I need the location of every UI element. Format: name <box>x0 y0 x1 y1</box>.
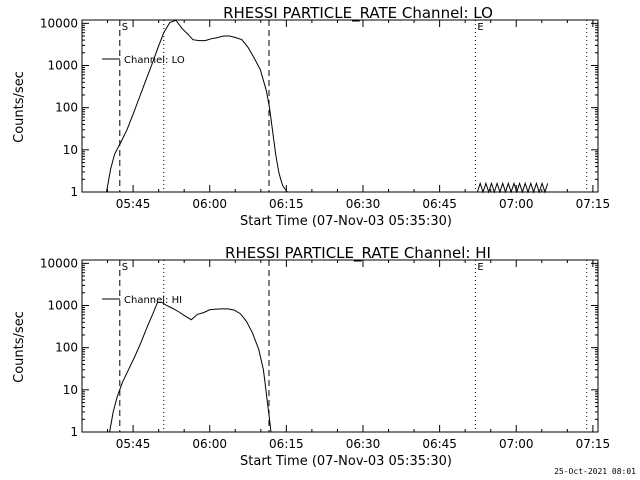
chart-panel-hi: RHESSI PARTICLE_RATE Channel: HI Start T… <box>12 244 610 469</box>
y-tick-label: 1 <box>70 425 78 439</box>
x-tick-label: 07:15 <box>576 437 611 451</box>
x-tick-label: 06:00 <box>192 437 227 451</box>
y-tick-label: 10000 <box>40 16 78 30</box>
x-tick-label: 05:45 <box>116 197 151 211</box>
x-tick-label: 07:00 <box>499 437 534 451</box>
x-tick-label: 06:45 <box>422 197 457 211</box>
y-tick-label: 100 <box>55 101 78 115</box>
x-tick-label: 07:00 <box>499 197 534 211</box>
marker-label: E <box>477 22 483 33</box>
chart-panel-lo: RHESSI PARTICLE_RATE Channel: LO Start T… <box>12 4 610 229</box>
marker-label: S <box>122 22 128 33</box>
x-tick-label: 06:00 <box>192 197 227 211</box>
plot-frame <box>81 19 599 193</box>
chart-title: RHESSI PARTICLE_RATE Channel: HI <box>225 244 491 263</box>
series-line <box>109 301 272 433</box>
x-tick-label: 06:30 <box>346 437 381 451</box>
y-axis-label: Counts/sec <box>12 311 27 383</box>
chart-title: RHESSI PARTICLE_RATE Channel: LO <box>223 4 493 23</box>
plot-frame <box>81 259 599 433</box>
y-axis-label: Counts/sec <box>12 71 27 143</box>
x-tick-label: 06:45 <box>422 437 457 451</box>
y-tick-label: 10000 <box>40 256 78 270</box>
x-axis-label: Start Time (07-Nov-03 05:35:30) <box>240 214 452 229</box>
legend-label: Channel: HI <box>124 295 182 306</box>
y-tick-label: 10 <box>63 383 78 397</box>
series-line <box>106 19 288 193</box>
x-axis-label: Start Time (07-Nov-03 05:35:30) <box>240 454 452 469</box>
y-tick-label: 1000 <box>47 299 78 313</box>
x-tick-label: 06:15 <box>269 197 304 211</box>
y-tick-label: 100 <box>55 341 78 355</box>
legend-label: Channel: LO <box>124 55 185 66</box>
x-tick-label: 06:30 <box>346 197 381 211</box>
y-tick-label: 10 <box>63 143 78 157</box>
y-tick-label: 1 <box>70 185 78 199</box>
noise-series <box>476 181 549 194</box>
x-tick-label: 06:15 <box>269 437 304 451</box>
footer-timestamp: 25-Oct-2021 08:01 <box>554 467 636 476</box>
y-tick-label: 1000 <box>47 59 78 73</box>
marker-label: S <box>122 262 128 273</box>
x-tick-label: 07:15 <box>576 197 611 211</box>
marker-label: E <box>477 262 483 273</box>
x-tick-label: 05:45 <box>116 437 151 451</box>
